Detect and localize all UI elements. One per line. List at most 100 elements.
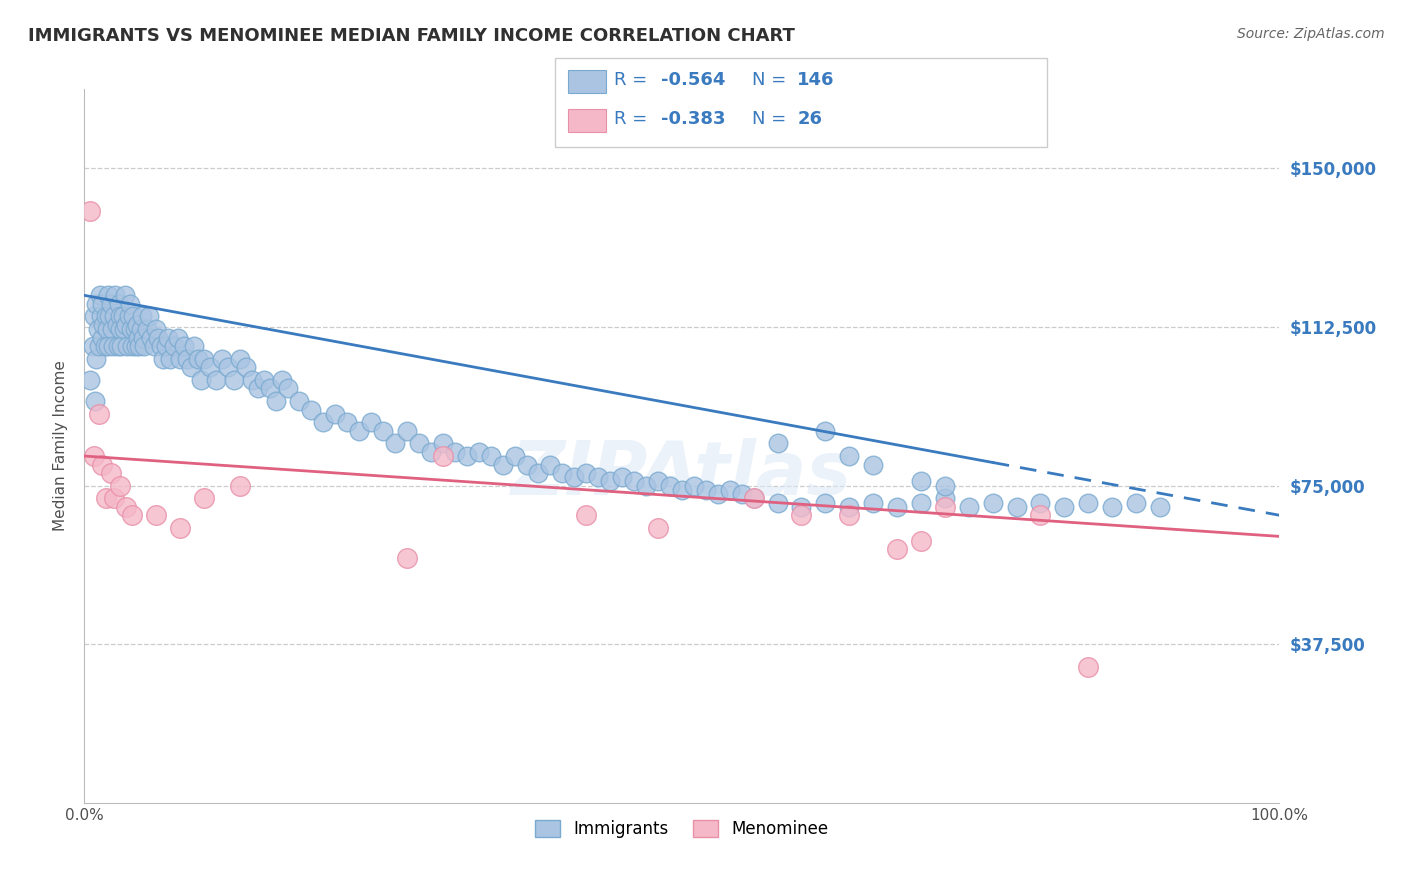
Text: N =: N = bbox=[752, 71, 792, 89]
Point bbox=[540, 458, 562, 472]
Point bbox=[180, 360, 202, 375]
Point bbox=[222, 373, 245, 387]
Point bbox=[127, 331, 149, 345]
Point bbox=[246, 381, 269, 395]
Point bbox=[456, 449, 478, 463]
Point bbox=[503, 449, 526, 463]
Point bbox=[349, 424, 371, 438]
Point bbox=[934, 491, 956, 506]
Point bbox=[211, 351, 233, 366]
Point bbox=[229, 351, 252, 366]
Point bbox=[148, 331, 170, 345]
Point bbox=[575, 466, 598, 480]
Point bbox=[731, 487, 754, 501]
Text: R =: R = bbox=[614, 110, 654, 128]
Point bbox=[790, 500, 813, 514]
Point bbox=[79, 203, 101, 218]
Point bbox=[790, 508, 813, 523]
Point bbox=[288, 394, 311, 409]
Point bbox=[98, 310, 121, 324]
Point bbox=[301, 402, 323, 417]
Point bbox=[742, 491, 765, 506]
Point bbox=[1101, 500, 1123, 514]
Point bbox=[105, 318, 128, 332]
Text: Source: ZipAtlas.com: Source: ZipAtlas.com bbox=[1237, 27, 1385, 41]
Point bbox=[910, 475, 932, 489]
Point bbox=[84, 394, 107, 409]
Point bbox=[479, 449, 502, 463]
Point bbox=[312, 415, 335, 429]
Point bbox=[111, 310, 134, 324]
Point bbox=[360, 415, 382, 429]
Point bbox=[121, 339, 143, 353]
Point bbox=[1125, 495, 1147, 509]
Point bbox=[575, 508, 598, 523]
Point bbox=[707, 487, 730, 501]
Point bbox=[83, 449, 105, 463]
Point bbox=[957, 500, 980, 514]
Text: -0.564: -0.564 bbox=[661, 71, 725, 89]
Point bbox=[838, 500, 860, 514]
Point bbox=[142, 339, 165, 353]
Point bbox=[659, 478, 682, 492]
Point bbox=[91, 458, 114, 472]
Point bbox=[101, 322, 124, 336]
Point bbox=[193, 351, 215, 366]
Point bbox=[814, 424, 837, 438]
Text: ZIPAtlas: ZIPAtlas bbox=[512, 438, 852, 511]
Point bbox=[117, 310, 139, 324]
Point bbox=[86, 297, 108, 311]
Point bbox=[766, 436, 789, 450]
Point bbox=[718, 483, 741, 497]
Point bbox=[128, 339, 150, 353]
Point bbox=[193, 491, 215, 506]
Point bbox=[623, 475, 645, 489]
Point bbox=[104, 288, 127, 302]
Point bbox=[187, 351, 209, 366]
Point bbox=[94, 310, 117, 324]
Point bbox=[163, 339, 186, 353]
Point bbox=[135, 322, 157, 336]
Point bbox=[101, 339, 124, 353]
Point bbox=[93, 339, 115, 353]
Point bbox=[235, 360, 257, 375]
Point bbox=[138, 310, 160, 324]
Point bbox=[159, 351, 181, 366]
Point bbox=[155, 339, 177, 353]
Point bbox=[169, 521, 191, 535]
Point bbox=[97, 339, 120, 353]
Point bbox=[125, 339, 148, 353]
Point bbox=[124, 322, 146, 336]
Point bbox=[1149, 500, 1171, 514]
Point bbox=[89, 288, 111, 302]
Point bbox=[149, 339, 172, 353]
Point bbox=[96, 322, 118, 336]
Point bbox=[910, 533, 932, 548]
Text: N =: N = bbox=[752, 110, 792, 128]
Point bbox=[240, 373, 263, 387]
Text: IMMIGRANTS VS MENOMINEE MEDIAN FAMILY INCOME CORRELATION CHART: IMMIGRANTS VS MENOMINEE MEDIAN FAMILY IN… bbox=[28, 27, 794, 45]
Point bbox=[87, 339, 110, 353]
Point bbox=[110, 478, 132, 492]
Point bbox=[86, 351, 108, 366]
Point bbox=[384, 436, 406, 450]
Point bbox=[100, 297, 122, 311]
Point bbox=[115, 500, 138, 514]
Point bbox=[432, 436, 454, 450]
Point bbox=[93, 318, 115, 332]
Point bbox=[588, 470, 610, 484]
Point bbox=[270, 373, 292, 387]
Point bbox=[934, 478, 956, 492]
Point bbox=[83, 310, 105, 324]
Point bbox=[636, 478, 658, 492]
Point bbox=[253, 373, 276, 387]
Point bbox=[122, 310, 145, 324]
Point bbox=[87, 407, 110, 421]
Point bbox=[114, 288, 136, 302]
Point bbox=[115, 318, 138, 332]
Point bbox=[910, 495, 932, 509]
Point bbox=[132, 331, 155, 345]
Point bbox=[1077, 495, 1099, 509]
Point bbox=[492, 458, 515, 472]
Point bbox=[217, 360, 239, 375]
